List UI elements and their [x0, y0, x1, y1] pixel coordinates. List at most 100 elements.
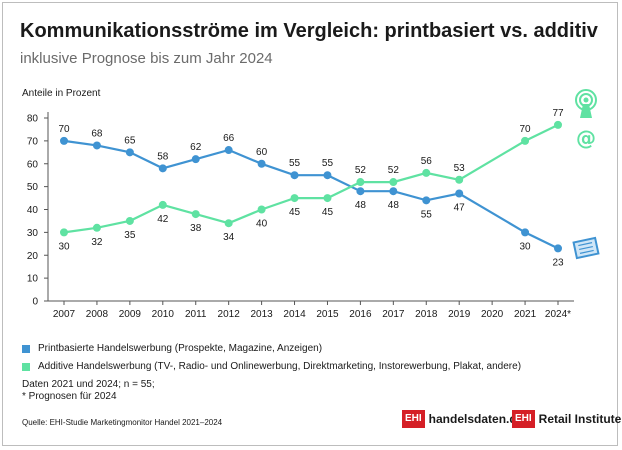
data-label-print: 65: [124, 135, 136, 146]
source-note: Quelle: EHI-Studie Marketingmonitor Hand…: [22, 418, 223, 427]
x-tick-label: 2015: [316, 309, 339, 320]
data-point-additive: [422, 168, 431, 177]
data-label-print: 68: [91, 128, 103, 139]
data-label-additive: 52: [388, 165, 400, 176]
y-tick-label: 80: [27, 114, 39, 125]
newspaper-icon: [572, 236, 600, 260]
data-point-additive: [158, 200, 167, 209]
note-forecast: * Prognosen für 2024: [22, 391, 117, 402]
data-label-additive: 42: [157, 214, 169, 225]
data-point-additive: [224, 219, 233, 228]
data-label-additive: 35: [124, 230, 136, 241]
data-point-additive: [389, 178, 398, 187]
x-tick-label: 2011: [185, 309, 207, 320]
legend-swatch-additive: [22, 362, 30, 371]
y-tick-label: 40: [27, 205, 39, 216]
data-label-additive: 53: [454, 163, 466, 174]
data-label-print: 58: [157, 151, 169, 162]
chart-title: Kommunikationsströme im Vergleich: print…: [20, 20, 598, 42]
x-tick-label: 2016: [349, 309, 372, 320]
x-tick-label: 2010: [152, 309, 175, 320]
data-label-additive: 30: [58, 241, 70, 252]
x-tick-label: 2024*: [545, 309, 571, 320]
x-tick-label: 2021: [514, 309, 537, 320]
logo-text-handelsdaten: handelsdaten.de: [428, 412, 524, 426]
y-tick-label: 10: [27, 274, 39, 285]
data-point-print: [554, 244, 562, 253]
data-label-additive: 70: [520, 124, 532, 135]
chart-frame: [2, 2, 618, 446]
data-label-print: 47: [454, 202, 466, 213]
data-point-additive: [323, 194, 332, 203]
x-tick-label: 2012: [218, 309, 241, 320]
data-label-print: 48: [355, 200, 367, 211]
data-point-print: [356, 187, 365, 196]
data-point-additive: [125, 216, 134, 225]
data-point-print: [92, 141, 101, 150]
logo-box-ehi-2: EHI: [512, 410, 535, 428]
data-label-additive: 38: [190, 223, 202, 234]
y-tick-label: 0: [32, 297, 38, 308]
data-label-additive: 52: [355, 165, 367, 176]
data-label-additive: 34: [223, 232, 235, 243]
data-point-print: [422, 196, 431, 205]
chart-subtitle: inklusive Prognose bis zum Jahr 2024: [20, 50, 273, 67]
data-label-print: 62: [190, 142, 202, 153]
legend-item-additive: Additive Handelswerbung (TV-, Radio- und…: [22, 361, 521, 372]
antenna-icon: [575, 89, 597, 118]
y-tick-label: 20: [27, 251, 39, 262]
data-label-print: 23: [552, 257, 564, 268]
at-sign-icon: @: [576, 126, 596, 150]
data-point-print: [290, 171, 299, 180]
x-tick-label: 2017: [382, 309, 405, 320]
data-label-additive: 40: [256, 219, 268, 230]
data-point-additive: [92, 223, 101, 232]
data-label-print: 30: [520, 241, 532, 252]
data-point-additive: [521, 136, 530, 145]
data-point-print: [191, 155, 200, 164]
data-point-print: [158, 164, 167, 173]
legend-item-print: Printbasierte Handelswerbung (Prospekte,…: [22, 343, 322, 354]
x-tick-label: 2013: [250, 309, 273, 320]
y-tick-label: 30: [27, 228, 39, 239]
data-point-additive: [356, 178, 365, 187]
data-point-print: [125, 148, 134, 157]
data-label-print: 48: [388, 200, 400, 211]
data-point-print: [389, 187, 398, 196]
x-tick-label: 2019: [448, 309, 471, 320]
data-point-additive: [455, 175, 464, 184]
legend-label-additive: Additive Handelswerbung (TV-, Radio- und…: [38, 361, 522, 372]
series-line-additive: [63, 123, 559, 234]
data-label-print: 70: [58, 124, 70, 135]
note-data: Daten 2021 und 2024; n = 55;: [22, 379, 155, 390]
legend-swatch-print: [22, 344, 30, 353]
x-tick-label: 2014: [283, 309, 306, 320]
data-label-additive: 45: [289, 207, 301, 218]
x-tick-label: 2008: [86, 309, 109, 320]
data-point-print: [521, 228, 530, 237]
data-label-print: 55: [289, 158, 301, 169]
y-tick-label: 50: [27, 182, 39, 193]
data-label-print: 60: [256, 147, 268, 158]
y-tick-label: 60: [27, 159, 39, 170]
data-label-print: 55: [421, 209, 433, 220]
y-tick-label: 70: [27, 136, 39, 147]
x-tick-label: 2020: [481, 309, 504, 320]
data-point-print: [224, 146, 233, 155]
logo-text-retail-institute: Retail Institute: [538, 412, 622, 426]
x-tick-label: 2007: [53, 309, 76, 320]
data-label-print: 66: [223, 133, 235, 144]
data-point-additive: [290, 194, 299, 203]
data-point-print: [60, 136, 68, 145]
data-label-additive: 32: [91, 237, 103, 248]
y-axis-label: Anteile in Prozent: [22, 88, 101, 99]
legend-label-print: Printbasierte Handelswerbung (Prospekte,…: [38, 343, 323, 354]
data-label-print: 55: [322, 158, 334, 169]
data-point-additive: [554, 120, 562, 129]
logo-retail-institute[interactable]: EHI Retail Institute: [512, 410, 621, 428]
data-label-additive: 56: [421, 156, 433, 167]
data-point-additive: [60, 228, 68, 237]
data-point-print: [257, 159, 266, 168]
logo-handelsdaten[interactable]: EHI handelsdaten.de: [402, 410, 523, 428]
